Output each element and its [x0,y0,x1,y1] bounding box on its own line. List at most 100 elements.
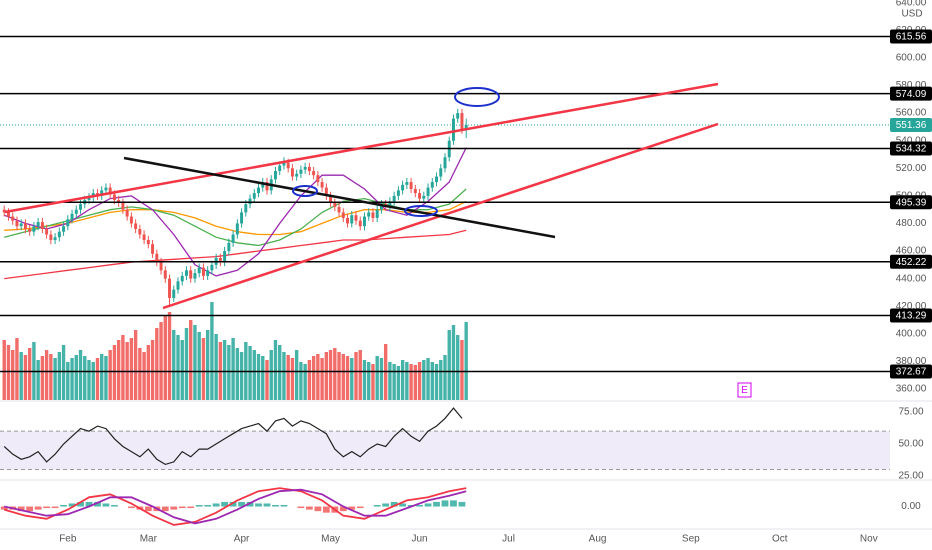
macd-histogram-bar [85,501,93,507]
candle-body [426,187,430,196]
level-label-box [890,308,932,323]
volume-bar [176,335,180,400]
volume-bar [379,358,384,400]
macd-histogram-bar [102,503,110,507]
volume-bar [235,348,240,400]
candle-body [70,213,74,220]
volume-bar [434,364,439,400]
candle-body [112,194,116,200]
x-tick-label: Jul [502,534,515,545]
volume-bar [345,356,350,400]
volume-bar [44,350,49,400]
candle-body [231,234,235,243]
line [4,488,467,525]
candle-body [286,162,290,169]
volume-bar [337,352,341,400]
candle-body [316,175,320,183]
volume-bar [413,365,418,400]
drawings: E [0,82,932,530]
volume-bar [49,354,53,400]
macd-histogram-bar [68,503,76,507]
volume-bar [278,345,282,400]
volume-bar [252,350,256,400]
macd-histogram-bar [441,500,449,507]
volume-bar [150,340,155,400]
candle-body [375,209,379,218]
candle-body [464,125,468,130]
candle-body [218,257,222,263]
candle-body [435,176,439,183]
volume-bar [341,354,345,400]
volume-bar [184,328,189,400]
candle-body [392,195,396,202]
candle-body [371,212,375,218]
macd-histogram-bar [450,500,457,507]
event-marker-box[interactable] [737,382,752,398]
x-tick-label: May [321,534,340,545]
candle-body [49,234,53,240]
main-layer [0,35,890,526]
volume-bar [112,345,117,400]
y-tick-label: 0.00 [901,501,921,512]
volume-bar [19,352,23,400]
volume-bar [142,352,146,400]
volume-bar [6,345,11,400]
candle-body [329,195,333,203]
candle-body [354,215,358,221]
candle-body [413,188,417,194]
volume-bar [121,335,125,400]
candle-body [252,193,256,199]
volume-bar [11,350,15,400]
macd-histogram-bar [187,506,195,509]
currency-label: USD [901,9,922,20]
y-tick-label: 520.00 [896,163,927,174]
candle-body [273,171,277,180]
y-tick-label: 640.00 [896,0,927,8]
volume-bar [307,360,312,400]
macd-histogram-bar [144,506,152,512]
candle-body [257,187,261,194]
candle-body [87,197,91,200]
volume-bar [316,354,320,400]
event-marker[interactable]: E [741,385,748,396]
volume-bar [367,362,371,400]
candle-body [307,166,311,172]
candle-body [2,209,6,213]
candle-body [430,182,434,188]
candle-body [265,182,269,191]
candle-body [180,275,184,282]
candle-body [159,262,163,271]
volume-bar [214,334,218,400]
level-label: 372.67 [896,367,927,378]
volume-bar [464,322,468,400]
line [3,407,463,466]
candle-body [320,182,324,188]
candle-body [350,215,354,224]
macd-histogram-bar [111,505,118,507]
macd-histogram-bar [339,506,347,512]
macd-histogram-bar [399,503,407,507]
front-layer: USD 640.00620.00600.00580.00560.00540.00… [59,0,932,545]
volume-bar [456,335,460,400]
candle-body [451,118,455,141]
volume-bar [66,362,70,400]
volume-bar [222,340,227,400]
candle-body [443,157,447,169]
level-label-box [890,364,932,379]
volume-bar [61,345,66,400]
macd-histogram-bar [348,506,356,510]
candle-body [184,270,188,276]
volume-bar [328,350,333,400]
volume-bar [53,358,57,400]
macd-histogram-bar [60,505,67,507]
candle-body [248,198,252,205]
candle-body [197,267,201,274]
volume-bar [57,352,62,400]
volume-bar [294,350,299,400]
level-label-box [890,29,932,44]
volume-bar [227,345,231,400]
volume-bar [23,355,28,400]
candle-body [104,187,108,191]
